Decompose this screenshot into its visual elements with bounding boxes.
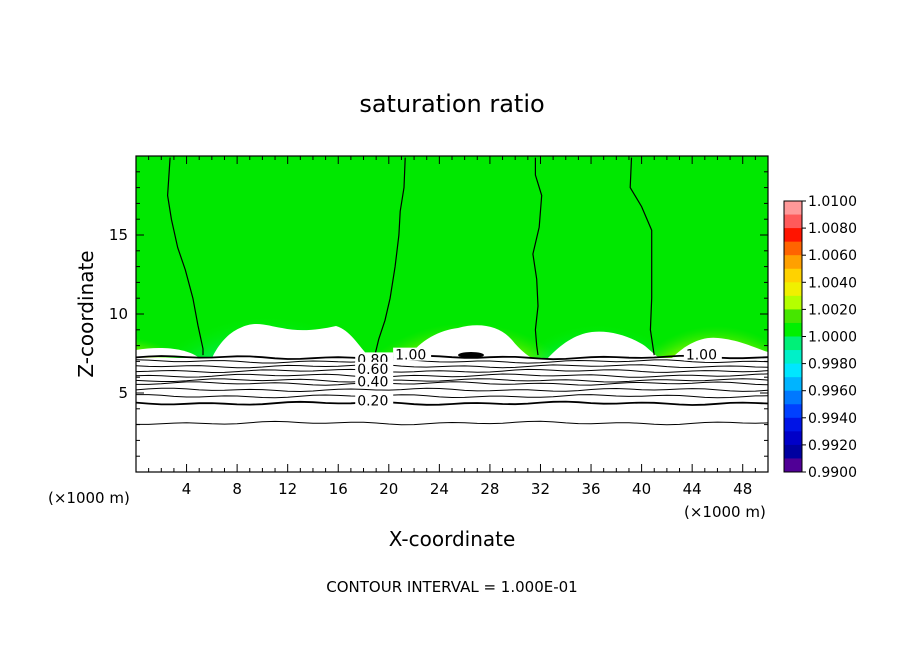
boundary-line xyxy=(374,157,406,356)
y-tick-label: 10 xyxy=(109,305,128,323)
contour-label: 1.00 xyxy=(395,348,426,364)
colorbar-swatch xyxy=(784,458,802,473)
contour-line xyxy=(136,381,768,386)
colorbar-swatch xyxy=(784,214,802,229)
colorbar-swatch xyxy=(784,336,802,351)
x-tick-label: 4 xyxy=(182,480,192,498)
x-tick-label: 44 xyxy=(683,480,702,498)
colorbar-swatch xyxy=(784,255,802,270)
colorbar-swatch xyxy=(784,377,802,392)
contour-label: 0.40 xyxy=(357,375,388,391)
contour-line xyxy=(136,359,768,364)
colorbar-swatch xyxy=(784,404,802,419)
contour-label-bg xyxy=(355,393,394,407)
y-axis: 5 10 15 xyxy=(109,171,768,457)
colorbar-tick-label: 1.0060 xyxy=(808,248,857,264)
colorbar-swatch xyxy=(784,228,802,243)
contour-label: 0.60 xyxy=(357,362,388,378)
colorbar-swatch xyxy=(784,282,802,297)
x-tick-label: 48 xyxy=(733,480,752,498)
colorbar-swatch xyxy=(784,363,802,378)
colorbar-tick-label: 0.9960 xyxy=(808,384,857,400)
contour-label: 1.00 xyxy=(686,348,717,364)
contour-label-bg xyxy=(683,347,722,361)
colorbar-tick-label: 1.0040 xyxy=(808,275,857,291)
white-bump-2 xyxy=(408,325,532,358)
plot-area xyxy=(136,156,768,472)
x-tick-label: 8 xyxy=(232,480,242,498)
colorbar-tick-label: 0.9900 xyxy=(808,465,857,481)
colorbar-tick-label: 0.9940 xyxy=(808,411,857,427)
contour-line xyxy=(136,378,768,383)
y-unit-label: (×1000 m) xyxy=(48,489,130,507)
x-axis-title: X-coordinate xyxy=(389,527,516,551)
contour-line xyxy=(136,363,768,369)
colorbar-swatch xyxy=(784,431,802,446)
saturation-boundary-lines xyxy=(166,157,655,356)
lower-contour-lines xyxy=(136,354,768,426)
colorbar-tick-label: 1.0020 xyxy=(808,302,857,318)
boundary-line xyxy=(629,157,655,356)
contour-line xyxy=(136,373,768,378)
contour-line xyxy=(136,387,768,393)
contour-interval-note: CONTOUR INTERVAL = 1.000E-01 xyxy=(326,578,577,596)
colorbar: 1.0100 1.0080 1.0060 1.0040 1.0020 1.0000 0.99… xyxy=(783,194,857,481)
x-tick-label: 16 xyxy=(329,480,348,498)
colorbar-tick-label: 1.0000 xyxy=(808,330,857,346)
y-axis-title: Z-coordinate xyxy=(74,250,98,377)
boundary-line xyxy=(532,157,543,356)
x-tick-label: 32 xyxy=(531,480,550,498)
contour-blob xyxy=(458,352,484,358)
colorbar-tick-label: 1.0080 xyxy=(808,221,857,237)
contour-label-bg xyxy=(355,374,394,388)
contour-line xyxy=(136,354,768,361)
chart-title: saturation ratio xyxy=(359,90,544,118)
colorbar-swatch xyxy=(784,295,802,310)
contour-line xyxy=(136,368,768,374)
colorbar-swatch xyxy=(784,390,802,405)
colorbar-swatch xyxy=(784,241,802,256)
contour-line xyxy=(136,400,768,406)
x-tick-label: 40 xyxy=(632,480,651,498)
x-tick-label: 24 xyxy=(430,480,449,498)
colorbar-swatch xyxy=(784,444,802,459)
contour-labels: 1.00 1.000.800.600.400.20 xyxy=(355,347,722,409)
x-tick-label: 12 xyxy=(278,480,297,498)
colorbar-swatch xyxy=(784,309,802,324)
colorbar-swatch xyxy=(784,201,802,216)
colorbar-swatch xyxy=(784,322,802,337)
x-axis: 4 8 12 16 20 24 28 32 36 40 44 48 xyxy=(148,156,756,498)
contour-line xyxy=(136,420,768,426)
x-tick-label: 20 xyxy=(379,480,398,498)
colorbar-tick-label: 1.0100 xyxy=(808,194,857,210)
colorbar-tick-label: 0.9920 xyxy=(808,438,857,454)
colorbar-swatch xyxy=(784,268,802,283)
colorbar-swatch xyxy=(784,350,802,365)
x-unit-label: (×1000 m) xyxy=(684,503,766,521)
contour-label-bg xyxy=(355,361,394,375)
boundary-line xyxy=(166,157,204,356)
contour-label-bg xyxy=(393,347,432,361)
x-tick-label: 36 xyxy=(581,480,600,498)
contour-line xyxy=(136,394,768,399)
white-bump-1 xyxy=(212,323,370,358)
y-tick-label: 5 xyxy=(118,384,128,402)
colorbar-tick-label: 0.9980 xyxy=(808,357,857,373)
white-bump-3 xyxy=(548,331,660,358)
contour-label: 0.20 xyxy=(357,393,388,409)
y-tick-label: 15 xyxy=(109,226,128,244)
x-tick-label: 28 xyxy=(480,480,499,498)
colorbar-swatch xyxy=(784,417,802,432)
